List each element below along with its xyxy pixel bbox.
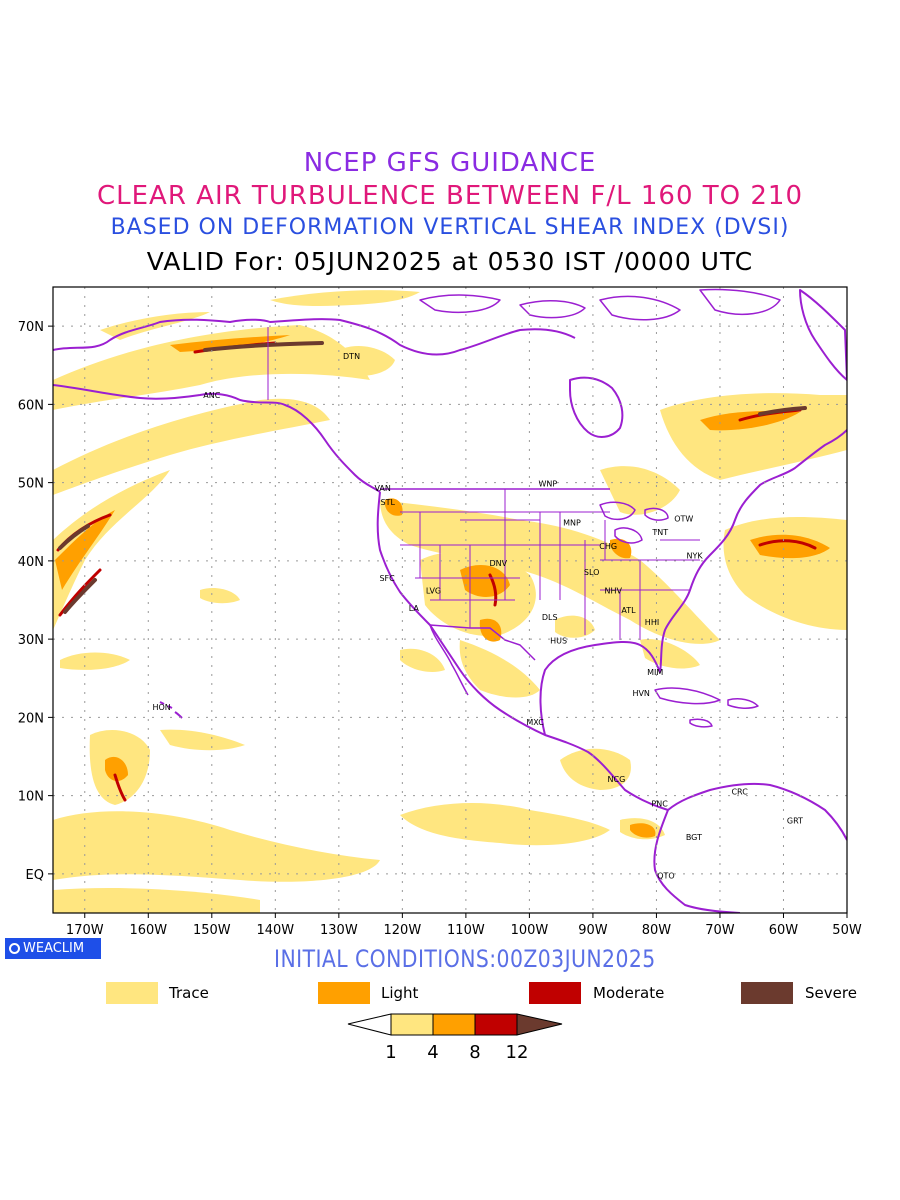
lat-tick-label: 60N [18, 398, 44, 413]
lon-tick-label: 80W [642, 923, 672, 938]
station-label-wnp: WNP [538, 479, 557, 488]
station-label-hhi: HHI [645, 618, 659, 627]
legend-label-moderate: Moderate [593, 984, 665, 1002]
lat-tick-label: 40N [18, 555, 44, 570]
station-label-bgt: BGT [686, 833, 702, 842]
station-label-pnc: PNC [651, 799, 668, 808]
colorbar-label: 12 [506, 1042, 529, 1063]
station-label-dls: DLS [542, 613, 558, 622]
station-label-qto: QTO [657, 871, 674, 880]
station-label-nyk: NYK [686, 551, 703, 560]
station-label-dnv: DNV [489, 559, 507, 568]
weaclim-logo: WEACLIM [5, 938, 101, 959]
legend-swatch-light [318, 982, 370, 1004]
station-label-van: VAN [374, 484, 390, 493]
logo-text: WEACLIM [23, 941, 85, 956]
station-label-grt: GRT [787, 817, 803, 826]
lon-tick-label: 170W [66, 923, 104, 938]
legend-label-trace: Trace [169, 984, 209, 1002]
lon-tick-label: 110W [447, 923, 485, 938]
station-labels: ANC DTN VAN STL WNP MNP TNT OTW CHG NYK DNV SFC SLO L… [152, 352, 803, 881]
lon-tick-label: 70W [705, 923, 735, 938]
station-label-mxc: MXC [526, 718, 544, 727]
lat-tick-label: 30N [18, 633, 44, 648]
title-method: BASED ON DEFORMATION VERTICAL SHEAR INDE… [110, 215, 790, 240]
station-label-otw: OTW [674, 515, 693, 524]
legend-swatch-severe [741, 982, 793, 1004]
map-axes: 70N 60N 50N 40N 30N 20N 10N EQ 170W 160W 150W 140W 1… [18, 320, 862, 938]
lon-tick-label: 120W [384, 923, 422, 938]
title-model: NCEP GFS GUIDANCE [303, 148, 597, 178]
initial-conditions: INITIAL CONDITIONS:00Z03JUN2025 [274, 945, 656, 973]
lon-tick-label: 140W [256, 923, 294, 938]
lat-tick-label: 10N [18, 790, 44, 805]
station-label-tnt: TNT [651, 528, 668, 537]
station-label-mim: MIM [647, 668, 663, 677]
station-label-slo: SLO [584, 568, 600, 577]
logo-ring-icon [9, 943, 20, 954]
lon-tick-label: 160W [129, 923, 167, 938]
station-label-crc: CRC [731, 788, 748, 797]
station-label-stl: STL [381, 498, 396, 507]
lat-lon-grid [53, 287, 847, 913]
lon-tick-label: 100W [511, 923, 549, 938]
legend-swatch-trace [106, 982, 158, 1004]
severe-turbulence-areas [58, 341, 807, 614]
state-boundaries [400, 489, 700, 640]
legend-swatch-moderate [529, 982, 581, 1004]
station-label-chg: CHG [599, 542, 617, 551]
light-turbulence-areas [55, 335, 830, 838]
station-label-nhv: NHV [605, 587, 623, 596]
color-bar: 1 4 8 12 [347, 1013, 563, 1063]
colorbar-label: 4 [427, 1042, 438, 1063]
station-label-atl: ATL [621, 606, 636, 615]
lon-tick-label: 150W [193, 923, 231, 938]
lon-tick-label: 50W [832, 923, 862, 938]
station-label-lvg: LVG [426, 587, 441, 596]
lat-tick-label: EQ [26, 868, 44, 883]
station-label-dtn: DTN [343, 352, 360, 361]
station-label-hus: HUS [550, 637, 567, 646]
colorbar-label: 1 [385, 1042, 396, 1063]
lat-tick-label: 70N [18, 320, 44, 335]
lon-tick-label: 130W [320, 923, 358, 938]
station-label-sfc: SFC [379, 574, 395, 583]
lon-tick-label: 60W [769, 923, 799, 938]
legend-label-light: Light [381, 984, 419, 1002]
station-label-la: LA [409, 604, 420, 613]
station-label-hvn: HVN [632, 689, 649, 698]
station-label-mnp: MNP [563, 519, 581, 528]
lat-tick-label: 20N [18, 711, 44, 726]
station-label-ncg: NCG [608, 775, 626, 784]
trace-turbulence-areas [53, 290, 847, 913]
coastline-borders [53, 288, 847, 913]
colorbar-label: 8 [469, 1042, 480, 1063]
title-product: CLEAR AIR TURBULENCE BETWEEN F/L 160 TO … [96, 181, 804, 211]
lon-tick-label: 90W [578, 923, 608, 938]
title-valid-time: VALID For: 05JUN2025 at 0530 IST /0000 U… [146, 247, 754, 276]
legend-label-severe: Severe [805, 984, 857, 1002]
lat-tick-label: 50N [18, 477, 44, 492]
station-label-anc: ANC [203, 391, 220, 400]
station-label-hon: HON [152, 703, 170, 712]
map-frame [52, 286, 848, 914]
